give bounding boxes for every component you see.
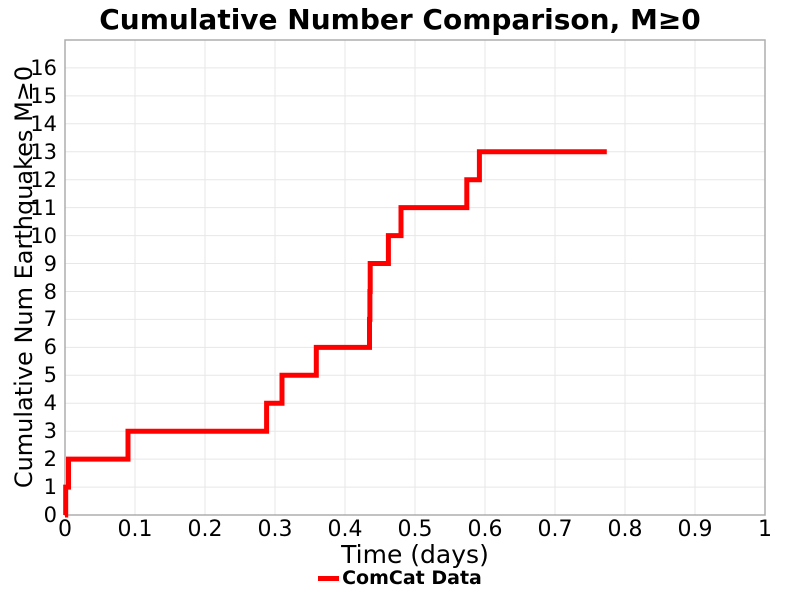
x-tick-label: 0.3 xyxy=(257,517,293,542)
x-tick-label: 0.8 xyxy=(607,517,643,542)
legend: ComCat Data xyxy=(0,566,800,590)
chart-title: Cumulative Number Comparison, M≥0 xyxy=(99,3,701,36)
x-tick-label: 0.5 xyxy=(397,517,433,542)
x-tick-label: 0.6 xyxy=(467,517,503,542)
x-tick-label: 1 xyxy=(758,517,772,542)
y-tick-label: 3 xyxy=(43,419,57,444)
y-tick-label: 15 xyxy=(30,83,57,108)
y-tick-label: 6 xyxy=(43,335,57,360)
y-tick-label: 5 xyxy=(43,363,57,388)
y-axis-label: Cumulative Num Earthquakes M≥0 xyxy=(10,65,38,489)
y-tick-label: 12 xyxy=(30,167,57,192)
plot-border xyxy=(64,39,766,516)
x-tick-label: 0.2 xyxy=(187,517,223,542)
y-tick-label: 13 xyxy=(30,139,57,164)
x-tick-label: 0 xyxy=(58,517,72,542)
y-tick-label: 2 xyxy=(43,447,57,472)
x-tick-label: 0.1 xyxy=(117,517,153,542)
y-tick-label: 1 xyxy=(43,475,57,500)
y-tick-label: 9 xyxy=(43,251,57,276)
y-tick-label: 8 xyxy=(43,279,57,304)
y-tick-label: 4 xyxy=(43,391,57,416)
y-tick-label: 11 xyxy=(30,195,57,220)
y-tick-label: 10 xyxy=(30,223,57,248)
x-axis-label: Time (days) xyxy=(341,540,489,569)
comcat-series-line xyxy=(63,149,607,518)
y-tick-label: 0 xyxy=(43,503,57,527)
y-tick-label: 16 xyxy=(30,55,57,80)
x-tick-label: 0.7 xyxy=(537,517,573,542)
x-tick-label: 0.4 xyxy=(327,517,363,542)
legend-line-swatch-icon xyxy=(318,575,340,581)
y-tick-label: 7 xyxy=(43,307,57,332)
legend-label: ComCat Data xyxy=(342,567,482,589)
y-tick-label: 14 xyxy=(30,111,57,136)
x-tick-label: 0.9 xyxy=(677,517,713,542)
